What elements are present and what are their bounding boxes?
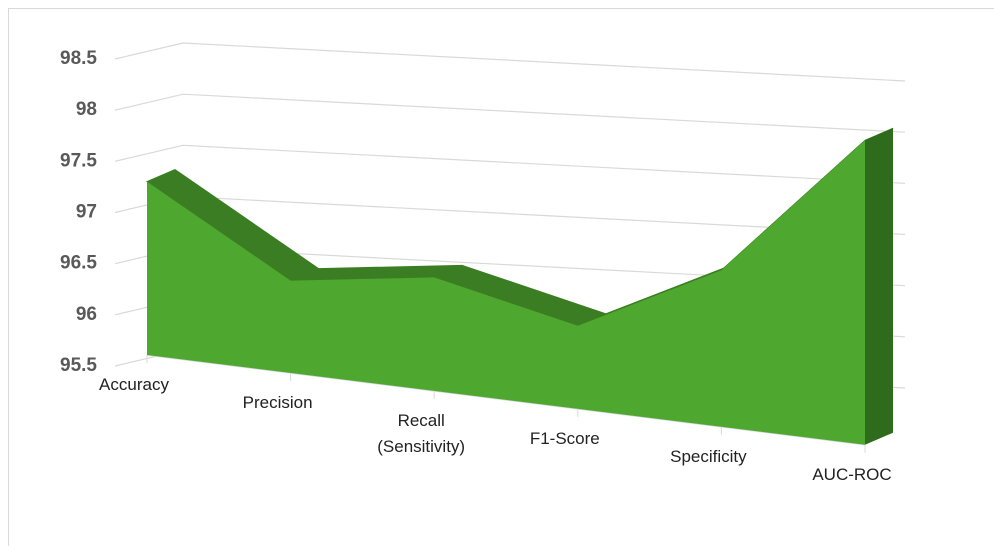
x-tick-label: F1-Score	[529, 428, 600, 448]
area-front	[147, 140, 865, 445]
x-tick-label: Precision	[242, 392, 313, 412]
y-tick-label: 98.5	[60, 48, 97, 69]
grid-line	[114, 42, 906, 82]
x-tick-label: Specificity	[670, 446, 747, 466]
x-tick-label: Accuracy	[99, 375, 169, 394]
y-tick-label: 97.5	[60, 150, 97, 171]
y-tick-label: 96.5	[60, 253, 97, 274]
area-side	[865, 128, 893, 445]
y-tick-label: 98	[76, 99, 97, 120]
chart-frame	[8, 8, 994, 546]
x-tick-label: Recall (Sensitivity)	[377, 410, 466, 456]
y-tick-label: 97	[76, 202, 97, 223]
grid-line	[114, 93, 906, 133]
x-tick-label: AUC-ROC	[812, 464, 892, 484]
y-tick-label: 96	[76, 304, 97, 325]
y-tick-label: 95.5	[60, 355, 97, 376]
grid-line	[114, 144, 906, 184]
